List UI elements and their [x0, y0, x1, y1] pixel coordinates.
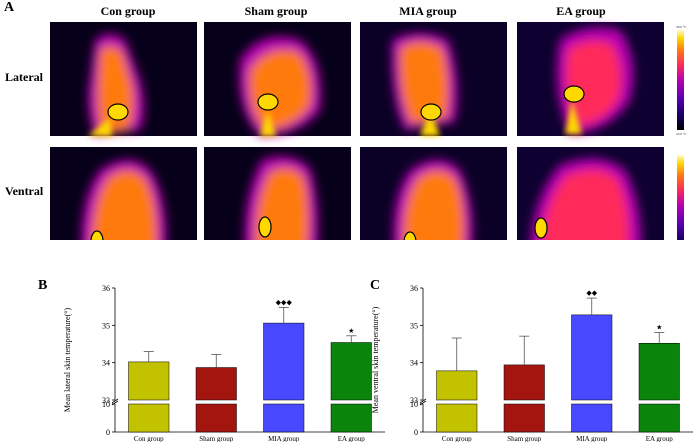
bar-lower [503, 403, 545, 433]
y-axis-label: Mean ventral skin temperature(°) [371, 306, 380, 413]
x-tick-label: EA group [646, 435, 674, 442]
y-tick-label: 10 [410, 400, 418, 409]
thermal-image-grid: 36.0 °C 22.0 °C [50, 22, 687, 240]
y-tick-label: 34 [410, 359, 418, 368]
thermal-image-ventral-ea [517, 147, 664, 240]
panel-a-letter: A [4, 0, 15, 15]
y-tick-label: 10 [102, 400, 110, 409]
y-tick-label: 0 [414, 428, 418, 437]
y-tick-label: 36 [410, 284, 418, 293]
significance-marker: ★ [656, 323, 662, 331]
axis-break-mark [111, 398, 119, 404]
bar-lower [195, 403, 237, 433]
thermal-image-ventral-sham [204, 147, 351, 240]
temperature-scale-ventral [677, 155, 684, 240]
thermal-image-ventral-mia [360, 147, 507, 240]
panel-c-letter: C [370, 278, 381, 293]
row-label-lateral: Lateral [5, 70, 43, 84]
bar-upper [638, 343, 680, 401]
scale-top-label: 36.0 °C [676, 25, 687, 29]
thermal-image-lateral-ea [517, 22, 664, 136]
bar-lower [128, 403, 170, 433]
bar-lower [638, 403, 680, 433]
thermal-image-ventral-con [50, 147, 197, 240]
group-title-sham: Sham group [244, 4, 308, 18]
x-tick-label: Sham group [507, 435, 542, 442]
significance-marker: ◆◆◆ [276, 298, 293, 306]
chart-ventral-temperature: Mean ventral skin temperature(°) 33 34 35 36… [371, 284, 693, 442]
bar-lower [571, 403, 613, 433]
y-tick-label: 33 [410, 396, 418, 405]
bar-upper [503, 364, 545, 401]
x-tick-label: MIA group [576, 435, 608, 442]
y-tick-label: 35 [102, 321, 110, 330]
y-tick-label: 34 [102, 359, 110, 368]
bar-upper [571, 314, 613, 401]
thermal-image-lateral-con [50, 22, 197, 136]
temperature-scale-lateral: 36.0 °C 22.0 °C [676, 25, 687, 136]
y-tick-label: 33 [102, 396, 110, 405]
significance-marker: ★ [348, 327, 354, 335]
y-tick-label: 35 [410, 321, 418, 330]
thermal-image-lateral-mia [360, 22, 507, 136]
bar-upper [436, 370, 478, 401]
bar-upper [195, 367, 237, 401]
panel-b-letter: B [38, 278, 48, 293]
group-title-mia: MIA group [399, 4, 457, 18]
x-tick-label: Con group [442, 435, 472, 442]
bar-lower [330, 403, 372, 433]
significance-marker: ◆◆ [586, 289, 597, 297]
y-tick-label: 36 [102, 284, 110, 293]
x-tick-label: EA group [338, 435, 366, 442]
group-title-ea: EA group [556, 4, 606, 18]
y-axis-label: Mean lateral skin temperature(°) [63, 308, 72, 413]
bar-upper [128, 361, 170, 401]
x-tick-label: Sham group [199, 435, 234, 442]
bar-lower [263, 403, 305, 433]
scale-bottom-label: 22.0 °C [676, 132, 687, 136]
x-tick-label: Con group [134, 435, 164, 442]
chart-lateral-temperature: Mean lateral skin temperature(°) 33 34 35 36… [63, 284, 385, 442]
bar-upper [263, 322, 305, 401]
thermal-image-lateral-sham [204, 22, 351, 136]
group-title-con: Con group [100, 4, 156, 18]
x-tick-label: MIA group [268, 435, 300, 442]
bar-upper [330, 342, 372, 401]
bar-lower [436, 403, 478, 433]
y-tick-label: 0 [106, 428, 110, 437]
row-label-ventral: Ventral [5, 184, 44, 198]
axis-break-mark [419, 398, 427, 404]
